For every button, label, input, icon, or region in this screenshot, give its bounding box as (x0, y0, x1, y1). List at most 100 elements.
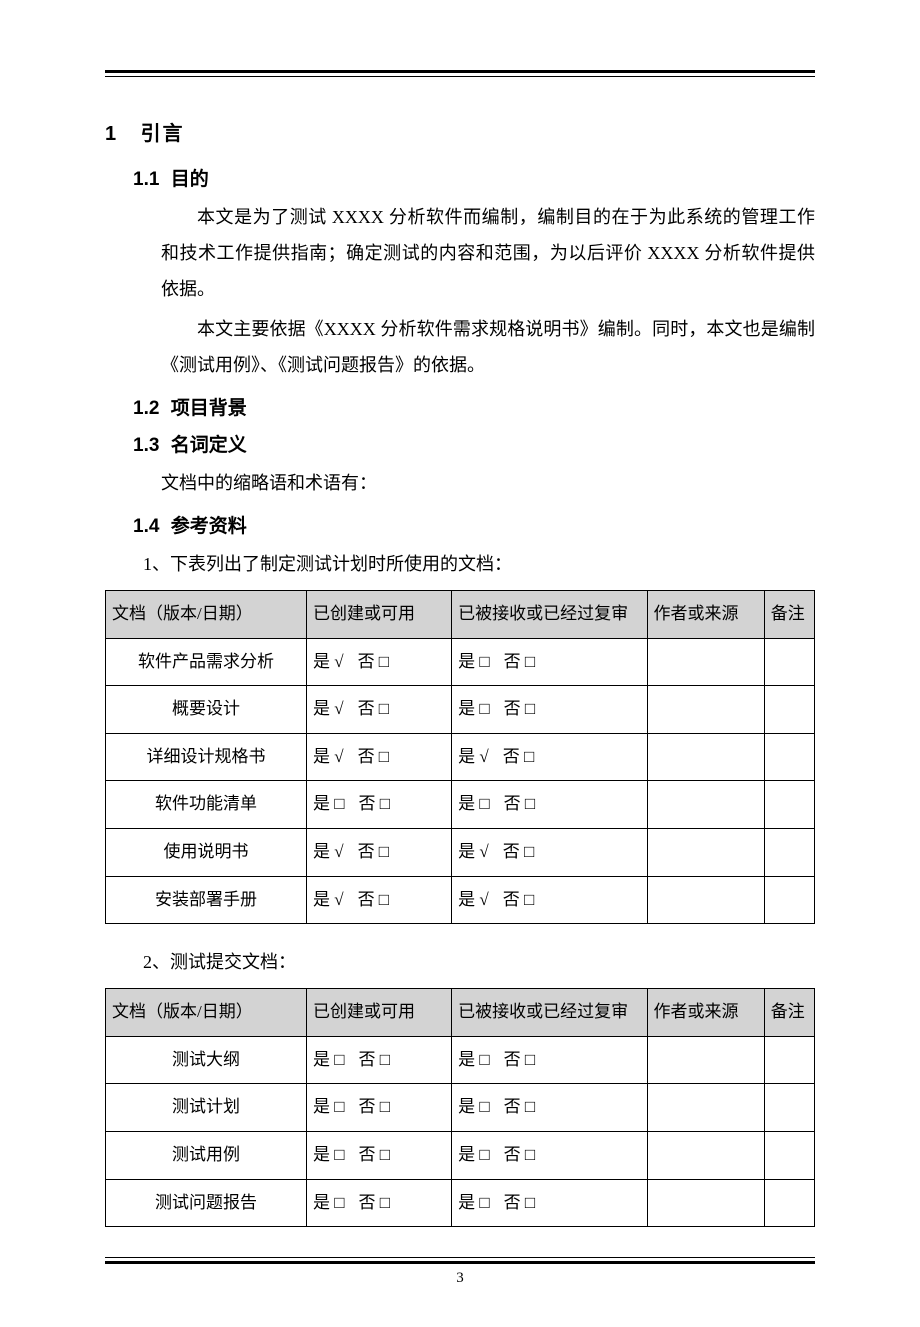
no-option: 否 □ (358, 699, 390, 718)
no-option: 否 □ (359, 1050, 391, 1069)
th-avail: 已创建或可用 (306, 989, 451, 1037)
yes-option: 是 □ (458, 1145, 490, 1164)
table-row: 软件产品需求分析是 √ 否 □ 是 □ 否 □ (106, 638, 815, 686)
no-option: 否 □ (359, 794, 391, 813)
cell-recv: 是 □ 否 □ (452, 686, 647, 734)
cell-avail: 是 □否 □ (306, 1036, 451, 1084)
yes-option: 是 □ (458, 699, 490, 718)
heading-title: 参考资料 (171, 516, 247, 537)
no-option: 否 □ (359, 1193, 391, 1212)
cell-note (764, 638, 814, 686)
no-option: 否 □ (504, 699, 536, 718)
no-option: 否 □ (504, 1050, 536, 1069)
cell-avail: 是 □ 否 □ (306, 1179, 451, 1227)
cell-note (764, 733, 814, 781)
no-option: 否 □ (503, 747, 535, 766)
cell-note (764, 1036, 814, 1084)
cell-src (647, 638, 764, 686)
cell-recv: 是 □ 否 □ (452, 1036, 647, 1084)
cell-doc: 概要设计 (106, 686, 307, 734)
table-row: 安装部署手册是 √否 □是 √否 □ (106, 876, 815, 924)
cell-recv: 是 □ 否 □ (452, 638, 647, 686)
paragraph: 文档中的缩略语和术语有： (161, 465, 815, 501)
table-row: 使用说明书是 √否 □是 √否 □ (106, 828, 815, 876)
no-option: 否 □ (504, 652, 536, 671)
th-doc: 文档（版本/日期） (106, 989, 307, 1037)
yes-option: 是 □ (313, 1193, 345, 1212)
cell-doc: 软件产品需求分析 (106, 638, 307, 686)
yes-option: 是 □ (313, 794, 345, 813)
heading-title: 目的 (171, 169, 209, 190)
yes-option: 是 √ (313, 747, 344, 766)
cell-recv: 是 □否 □ (452, 1179, 647, 1227)
heading-1-3: 1.3 名词定义 (133, 430, 815, 457)
cell-doc: 详细设计规格书 (106, 733, 307, 781)
cell-recv: 是 □ 否 □ (452, 1084, 647, 1132)
th-doc: 文档（版本/日期） (106, 591, 307, 639)
heading-1-4: 1.4 参考资料 (133, 511, 815, 538)
no-option: 否 □ (358, 842, 390, 861)
th-recv: 已被接收或已经过复审 (452, 989, 647, 1037)
no-option: 否 □ (359, 1145, 391, 1164)
yes-option: 是 √ (313, 652, 344, 671)
no-option: 否 □ (504, 1193, 536, 1212)
heading-1-num: 1 (105, 123, 133, 146)
cell-recv: 是 □ 否 □ (452, 781, 647, 829)
yes-option: 是 □ (458, 652, 490, 671)
cell-note (764, 686, 814, 734)
yes-option: 是 □ (458, 794, 490, 813)
cell-src (647, 781, 764, 829)
table-row: 测试用例是 □否 □是 □否 □ (106, 1131, 815, 1179)
cell-avail: 是 √ 否 □ (306, 638, 451, 686)
cell-doc: 测试问题报告 (106, 1179, 307, 1227)
no-option: 否 □ (503, 890, 535, 909)
cell-avail: 是 √否 □ (306, 686, 451, 734)
cell-doc: 安装部署手册 (106, 876, 307, 924)
cell-src (647, 1131, 764, 1179)
cell-avail: 是 √否 □ (306, 828, 451, 876)
top-rule (105, 70, 815, 77)
th-src: 作者或来源 (647, 989, 764, 1037)
cell-src (647, 1036, 764, 1084)
cell-src (647, 828, 764, 876)
table-row: 详细设计规格书是 √否 □是 √否 □ (106, 733, 815, 781)
table-row: 测试计划是 □否 □是 □否 □ (106, 1084, 815, 1132)
yes-option: 是 □ (313, 1145, 345, 1164)
table-row: 概要设计是 √否 □ 是 □ 否 □ (106, 686, 815, 734)
no-option: 否 □ (359, 1097, 391, 1116)
heading-num: 1.3 (133, 435, 159, 456)
heading-num: 1.1 (133, 169, 159, 190)
heading-1-1: 1.1 目的 (133, 164, 815, 191)
heading-num: 1.4 (133, 516, 159, 537)
heading-1: 1 引言 (105, 117, 815, 146)
cell-recv: 是 √ 否 □ (452, 876, 647, 924)
heading-num: 1.2 (133, 398, 159, 419)
heading-title: 项目背景 (171, 398, 247, 419)
test-deliverables-table: 文档（版本/日期） 已创建或可用 已被接收或已经过复审 作者或来源 备注 测试大… (105, 988, 815, 1227)
yes-option: 是 √ (458, 842, 489, 861)
yes-option: 是 □ (458, 1097, 490, 1116)
yes-option: 是 √ (458, 747, 489, 766)
cell-note (764, 1179, 814, 1227)
paragraph: 本文主要依据《XXXX 分析软件需求规格说明书》编制。同时，本文也是编制《测试用… (161, 311, 815, 383)
yes-option: 是 □ (458, 1050, 490, 1069)
no-option: 否 □ (358, 652, 390, 671)
no-option: 否 □ (358, 890, 390, 909)
no-option: 否 □ (504, 794, 536, 813)
table-row: 测试问题报告是 □否 □是 □否 □ (106, 1179, 815, 1227)
cell-note (764, 1131, 814, 1179)
cell-note (764, 876, 814, 924)
th-recv: 已被接收或已经过复审 (452, 591, 647, 639)
table-row: 软件功能清单是 □否 □是 □否 □ (106, 781, 815, 829)
table-header-row: 文档（版本/日期） 已创建或可用 已被接收或已经过复审 作者或来源 备注 (106, 591, 815, 639)
paragraph: 本文是为了测试 XXXX 分析软件而编制，编制目的在于为此系统的管理工作和技术工… (161, 199, 815, 307)
heading-1-title: 引言 (141, 123, 185, 145)
cell-src (647, 876, 764, 924)
cell-avail: 是 √否 □ (306, 876, 451, 924)
no-option: 否 □ (504, 1097, 536, 1116)
no-option: 否 □ (358, 747, 390, 766)
heading-1-2: 1.2 项目背景 (133, 393, 815, 420)
cell-note (764, 828, 814, 876)
yes-option: 是 √ (458, 890, 489, 909)
table-row: 测试大纲是 □否 □是 □否 □ (106, 1036, 815, 1084)
